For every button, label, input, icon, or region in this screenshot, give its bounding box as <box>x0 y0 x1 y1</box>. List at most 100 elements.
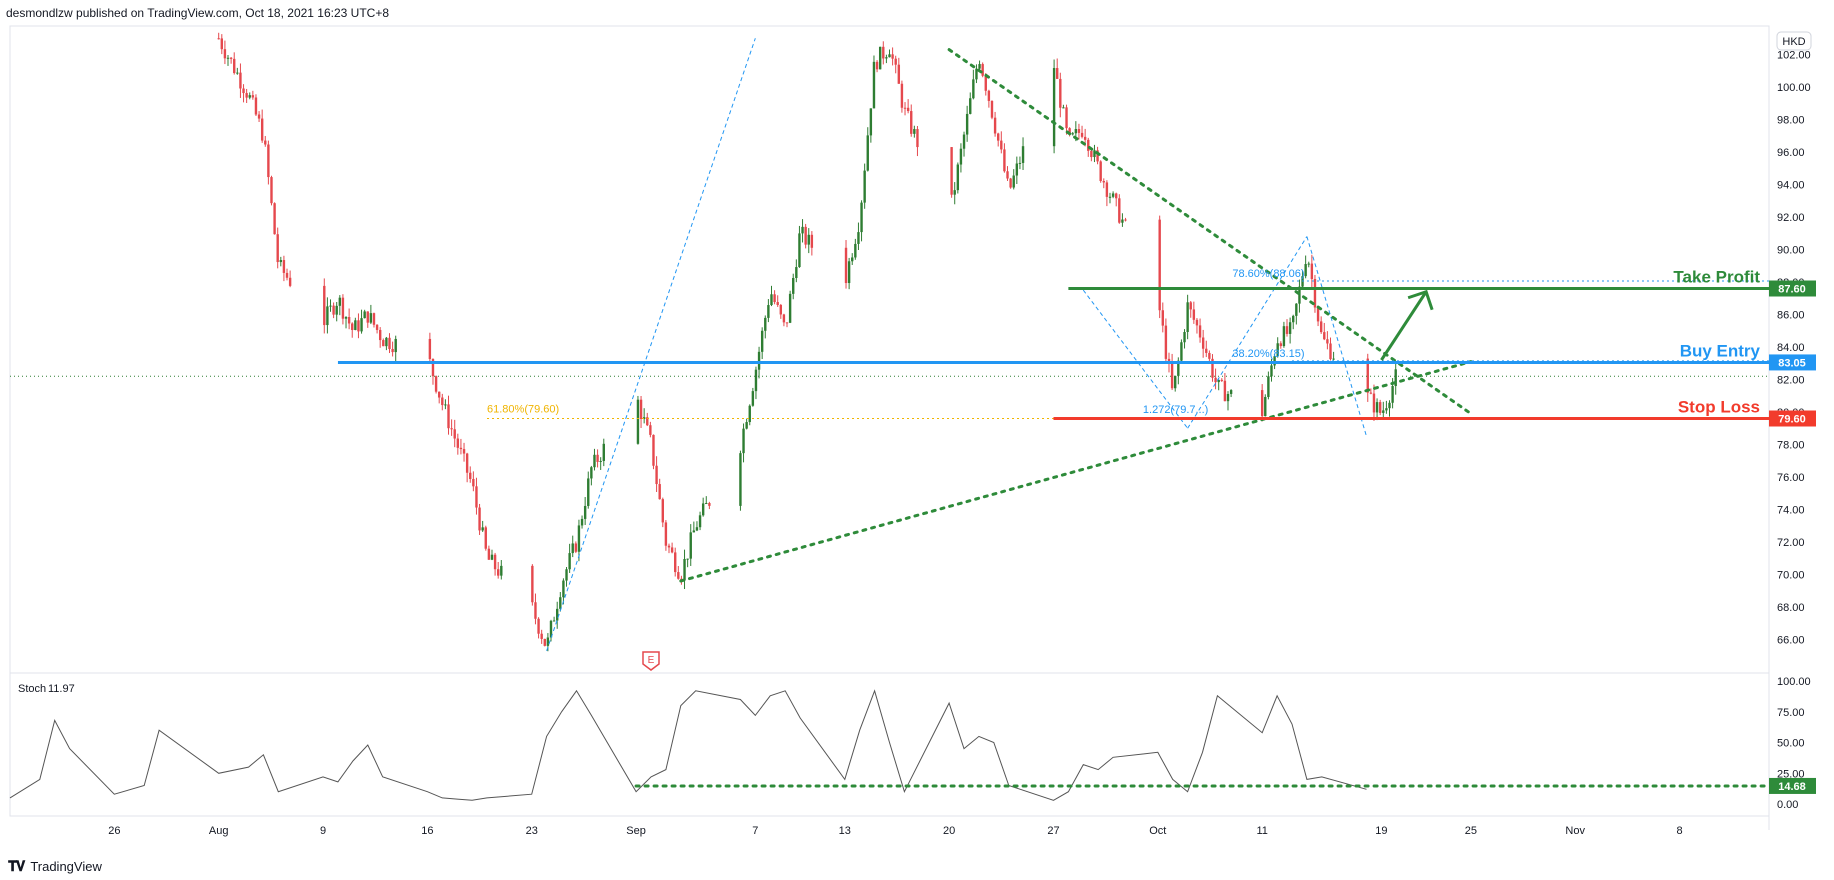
candle-body <box>496 569 500 576</box>
time-tick-label: 13 <box>839 825 851 837</box>
level-price-badge-label: 83.05 <box>1778 357 1806 369</box>
candle-body <box>1189 302 1192 310</box>
candle-body <box>1394 369 1397 387</box>
candle-body <box>1276 343 1279 357</box>
candle-body <box>779 304 783 315</box>
candle-body <box>347 317 351 324</box>
candle-body <box>596 454 599 462</box>
time-tick-label: 7 <box>752 825 758 837</box>
candle-body <box>490 554 494 560</box>
footer-brand[interactable]: TradingView <box>30 858 102 874</box>
candle-body <box>484 527 487 549</box>
candle-body <box>1180 342 1183 361</box>
candle-body <box>882 46 885 59</box>
candle-body <box>1201 337 1205 349</box>
candle-body <box>577 525 581 552</box>
candle-body <box>431 359 435 377</box>
candle-body <box>872 61 876 109</box>
candle-body <box>1192 309 1196 320</box>
candle-body <box>670 547 674 553</box>
candle-body <box>981 64 984 76</box>
candle-body <box>1382 410 1385 413</box>
candle-body <box>1177 360 1180 376</box>
candle-body <box>1121 219 1124 223</box>
drawings-layer: 61.80%(79.60) 78.60%(88.06) 38.20%(83.15) 1… <box>10 38 1769 671</box>
candle-body <box>1369 392 1373 394</box>
target-arrow-icon <box>1380 290 1428 361</box>
candle-body <box>782 314 786 323</box>
candle-body <box>391 348 394 353</box>
time-tick-label: 20 <box>943 825 955 837</box>
candle-body <box>1220 379 1223 381</box>
candle-body <box>649 425 652 435</box>
time-tick-label: 23 <box>526 825 538 837</box>
price-tick-label: 82.00 <box>1777 375 1805 387</box>
time-tick-label: 9 <box>320 825 326 837</box>
tradingview-logo-icon[interactable]: 𝐓𝐕 <box>8 857 25 874</box>
candle-body <box>739 453 742 506</box>
currency-badge[interactable]: HKD <box>1776 31 1812 51</box>
candle-body <box>854 243 857 258</box>
candle-body <box>335 305 338 315</box>
candle-body <box>351 323 354 330</box>
candle-body <box>369 313 373 323</box>
candle-body <box>1059 78 1062 108</box>
candle-body <box>288 277 292 286</box>
candle-body <box>344 317 348 319</box>
candle-body <box>646 417 649 426</box>
candle-body <box>583 505 587 519</box>
fib-label: 78.60%(88.06) <box>1232 268 1304 280</box>
candle-body <box>217 38 220 40</box>
candle-body <box>1208 352 1211 359</box>
candle-body <box>888 54 891 58</box>
candle-body <box>1270 365 1273 377</box>
candle-body <box>1388 402 1391 409</box>
stoch-title: Stoch <box>18 683 46 695</box>
candle-body <box>267 144 270 178</box>
candle-body <box>745 422 748 429</box>
publisher-line: desmondlzw published on TradingView.com,… <box>6 6 390 20</box>
price-tick-label: 74.00 <box>1777 505 1805 517</box>
candle-body <box>972 79 975 99</box>
main-pane-border <box>9 25 1770 674</box>
candle-body <box>587 478 590 506</box>
candle-body <box>456 438 460 448</box>
candle-body <box>975 68 978 80</box>
candle-body <box>686 558 689 560</box>
candle-body <box>1087 139 1090 151</box>
time-axis[interactable]: 26 Aug 9 16 23 Sep 7 13 20 27 Oct 11 19 25 Nov 8 <box>108 825 1682 837</box>
candle-body <box>798 233 801 268</box>
price-tick-label: 94.00 <box>1777 180 1805 192</box>
candle-body <box>1223 380 1227 402</box>
candle-body <box>1071 133 1074 135</box>
candle-body <box>785 322 789 324</box>
candle-body <box>593 454 596 468</box>
candle-body <box>695 527 699 531</box>
candle-body <box>866 135 869 171</box>
candle-body <box>950 147 953 195</box>
stoch-tick-label: 75.00 <box>1777 707 1805 719</box>
candle-body <box>860 202 863 233</box>
candle-body <box>1006 171 1009 179</box>
candle-body <box>1108 196 1112 198</box>
price-tick-label: 70.00 <box>1777 570 1805 582</box>
candle-body <box>444 404 447 406</box>
candle-body <box>869 108 873 136</box>
candle-body <box>500 565 503 576</box>
price-tick-label: 78.00 <box>1777 440 1805 452</box>
candle-body <box>434 376 438 392</box>
candle-body <box>701 503 705 516</box>
candle-body <box>1295 303 1298 316</box>
candle-body <box>1282 326 1286 347</box>
candle-body <box>1267 376 1270 398</box>
candle-body <box>1021 146 1025 163</box>
price-axis[interactable]: 102.00100.0098.0096.0094.0092.0090.0088.… <box>1777 50 1811 812</box>
candle-body <box>1211 358 1214 378</box>
candle-body <box>270 177 273 204</box>
fib-label: 38.20%(83.15) <box>1232 348 1304 360</box>
candle-body <box>804 226 807 245</box>
candle-body <box>1012 175 1015 188</box>
candle-body <box>472 478 475 487</box>
candle-body <box>236 72 239 74</box>
